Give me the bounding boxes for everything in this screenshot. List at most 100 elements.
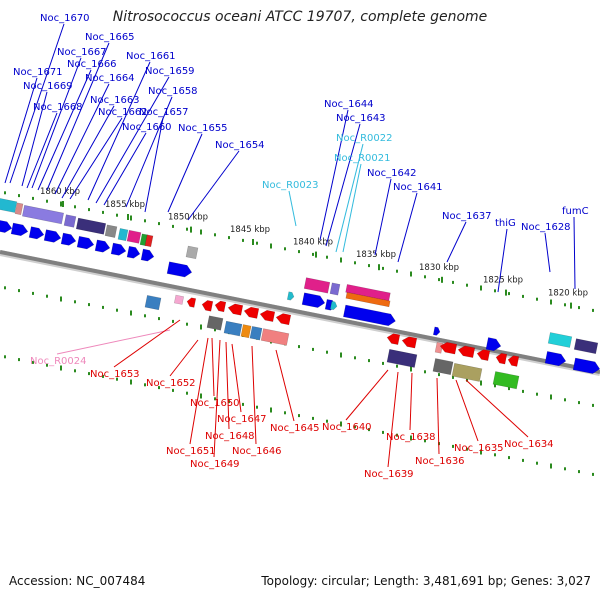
- gene-forward[interactable]: [303, 277, 331, 294]
- gene-forward[interactable]: [28, 226, 45, 241]
- gene-label[interactable]: Noc_1663: [90, 95, 140, 106]
- gene-reverse[interactable]: [206, 315, 224, 331]
- gene-label[interactable]: Noc_1635: [454, 443, 504, 454]
- gene-forward[interactable]: [140, 248, 155, 262]
- gene-label[interactable]: Noc_1646: [232, 446, 282, 457]
- gene-reverse[interactable]: [144, 295, 162, 311]
- gene-label[interactable]: Noc_1642: [367, 168, 417, 179]
- gene-forward[interactable]: [14, 202, 24, 216]
- gene-label[interactable]: Noc_1659: [145, 66, 195, 77]
- gene-reverse[interactable]: [186, 297, 197, 308]
- gene-forward[interactable]: [10, 222, 29, 237]
- gene-reverse[interactable]: [201, 300, 214, 312]
- gene-rna-reverse[interactable]: [173, 294, 185, 305]
- gene-label[interactable]: Noc_1634: [504, 439, 554, 450]
- gene-label[interactable]: Noc_1641: [393, 182, 443, 193]
- gene-label[interactable]: Noc_1639: [364, 469, 414, 480]
- gene-label[interactable]: Noc_1665: [85, 32, 135, 43]
- gene-label[interactable]: Noc_1660: [122, 122, 172, 133]
- gene-label[interactable]: Noc_1636: [415, 456, 465, 467]
- gene-reverse[interactable]: [432, 358, 454, 376]
- gene-label[interactable]: Noc_R0023: [262, 180, 319, 191]
- gene-reverse[interactable]: [492, 371, 520, 390]
- gene-reverse[interactable]: [439, 341, 458, 355]
- gene-label[interactable]: Noc_1658: [148, 86, 198, 97]
- gene-forward[interactable]: [329, 282, 341, 296]
- gene-reverse[interactable]: [401, 336, 418, 349]
- gene-label[interactable]: Noc_1643: [336, 113, 386, 124]
- gene-forward[interactable]: [185, 245, 199, 260]
- gene-forward[interactable]: [573, 338, 599, 355]
- gene-label[interactable]: Noc_1653: [90, 369, 140, 380]
- gene-forward[interactable]: [166, 261, 193, 278]
- gene-forward[interactable]: [94, 239, 111, 254]
- gene-label[interactable]: Noc_1651: [166, 446, 216, 457]
- gene-label[interactable]: Noc_1638: [386, 432, 436, 443]
- gene-label[interactable]: Noc_1648: [205, 431, 255, 442]
- gene-forward[interactable]: [144, 234, 154, 248]
- gene-reverse[interactable]: [476, 349, 491, 361]
- gene-label[interactable]: Noc_1654: [215, 140, 265, 151]
- gene-label[interactable]: fumC: [562, 206, 589, 217]
- gene-forward[interactable]: [0, 197, 18, 213]
- gene-reverse[interactable]: [451, 362, 483, 382]
- gene-label[interactable]: Noc_1652: [146, 378, 196, 389]
- gene-forward[interactable]: [110, 242, 127, 257]
- gene-forward[interactable]: [432, 326, 441, 336]
- gene-forward[interactable]: [76, 235, 95, 250]
- gene-label[interactable]: Noc_1662: [98, 107, 148, 118]
- gene-label[interactable]: Noc_1655: [178, 123, 228, 134]
- gene-label[interactable]: Noc_R0022: [336, 133, 393, 144]
- gene-forward[interactable]: [572, 357, 600, 375]
- gene-rna-forward[interactable]: [329, 300, 338, 311]
- gene-forward[interactable]: [301, 292, 326, 309]
- gene-reverse[interactable]: [386, 348, 418, 368]
- gene-reverse[interactable]: [243, 306, 260, 319]
- gene-label[interactable]: Noc_1645: [270, 423, 320, 434]
- gene-label[interactable]: Noc_R0021: [334, 153, 391, 164]
- gene-forward[interactable]: [345, 292, 391, 308]
- gene-label[interactable]: Noc_1628: [521, 222, 571, 233]
- gene-reverse[interactable]: [386, 333, 401, 345]
- gene-forward[interactable]: [126, 245, 141, 259]
- gene-label[interactable]: Noc_1650: [190, 398, 240, 409]
- gene-reverse[interactable]: [275, 312, 292, 326]
- gene-forward[interactable]: [75, 217, 107, 235]
- gene-forward[interactable]: [22, 204, 64, 225]
- gene-features[interactable]: [0, 197, 600, 390]
- gene-reverse[interactable]: [227, 303, 244, 316]
- gene-reverse[interactable]: [260, 328, 290, 346]
- gene-forward[interactable]: [104, 224, 118, 238]
- gene-label[interactable]: Noc_1664: [85, 73, 135, 84]
- gene-reverse[interactable]: [249, 326, 263, 341]
- gene-label[interactable]: Noc_1637: [442, 211, 492, 222]
- gene-label[interactable]: Noc_1647: [217, 414, 267, 425]
- gene-reverse[interactable]: [240, 324, 252, 339]
- gene-reverse[interactable]: [495, 352, 508, 365]
- gene-label[interactable]: Noc_1667: [57, 47, 107, 58]
- gene-reverse[interactable]: [434, 342, 444, 354]
- gene-label[interactable]: Noc_1669: [23, 81, 73, 92]
- gene-label[interactable]: Noc_R0024: [30, 356, 87, 367]
- gene-label[interactable]: Noc_1640: [322, 422, 372, 433]
- gene-label[interactable]: Noc_1668: [33, 102, 83, 113]
- gene-label[interactable]: Noc_1666: [67, 59, 117, 70]
- gene-reverse[interactable]: [507, 355, 520, 367]
- gene-label[interactable]: Noc_1661: [126, 51, 176, 62]
- gene-forward[interactable]: [547, 332, 573, 348]
- gene-forward[interactable]: [117, 228, 129, 242]
- gene-label[interactable]: Noc_1649: [190, 459, 240, 470]
- gene-label[interactable]: Noc_1671: [13, 67, 63, 78]
- gene-reverse[interactable]: [457, 345, 476, 358]
- gene-label[interactable]: Noc_1657: [139, 107, 189, 118]
- gene-reverse[interactable]: [259, 309, 276, 322]
- gene-reverse[interactable]: [214, 300, 227, 313]
- gene-forward[interactable]: [544, 351, 567, 367]
- gene-forward[interactable]: [485, 337, 502, 353]
- gene-forward[interactable]: [60, 232, 77, 247]
- gene-forward[interactable]: [43, 229, 62, 244]
- gene-forward[interactable]: [126, 229, 142, 244]
- gene-label[interactable]: thiG: [495, 218, 516, 229]
